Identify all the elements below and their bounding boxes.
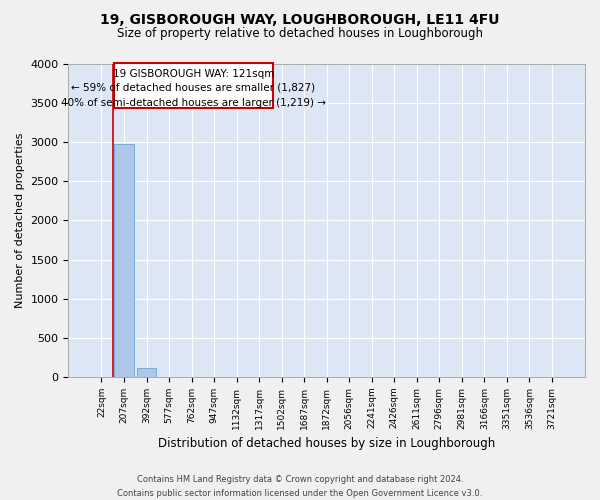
Bar <box>137 368 156 377</box>
Text: 19, GISBOROUGH WAY, LOUGHBOROUGH, LE11 4FU: 19, GISBOROUGH WAY, LOUGHBOROUGH, LE11 4… <box>100 12 500 26</box>
X-axis label: Distribution of detached houses by size in Loughborough: Distribution of detached houses by size … <box>158 437 496 450</box>
Text: ← 59% of detached houses are smaller (1,827): ← 59% of detached houses are smaller (1,… <box>71 83 316 93</box>
Text: Size of property relative to detached houses in Loughborough: Size of property relative to detached ho… <box>117 28 483 40</box>
Text: 19 GISBOROUGH WAY: 121sqm: 19 GISBOROUGH WAY: 121sqm <box>113 70 274 80</box>
Y-axis label: Number of detached properties: Number of detached properties <box>15 132 25 308</box>
Text: Contains HM Land Registry data © Crown copyright and database right 2024.
Contai: Contains HM Land Registry data © Crown c… <box>118 476 482 498</box>
Bar <box>115 144 134 377</box>
Bar <box>114 63 272 108</box>
Text: 40% of semi-detached houses are larger (1,219) →: 40% of semi-detached houses are larger (… <box>61 98 326 108</box>
